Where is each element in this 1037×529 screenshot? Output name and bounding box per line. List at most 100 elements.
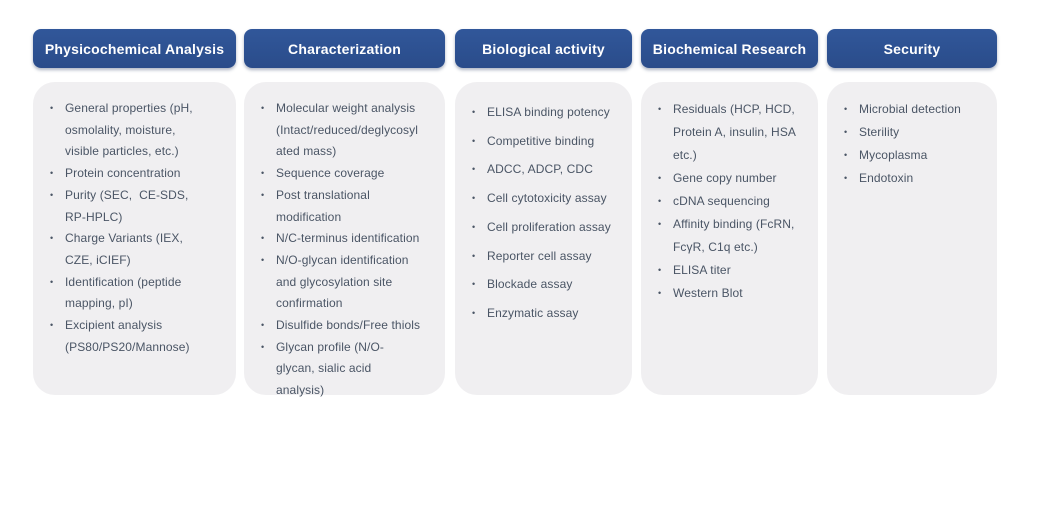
column-header-physicochemical-analysis: Physicochemical Analysis [33, 29, 236, 68]
list-item: • ELISA binding potency [470, 102, 632, 124]
item-list: • General properties (pH, osmolality, moi… [48, 98, 236, 358]
list-item-text: Disulfide bonds/Free thiols [276, 318, 421, 333]
list-item-text: N/C-terminus identification [276, 231, 420, 246]
list-item-text: Gene copy number [673, 171, 777, 185]
list-item-text: Reporter cell assay [487, 248, 592, 263]
bullet-icon: • [50, 276, 54, 287]
item-list: • Residuals (HCP, HCD, Protein A, insulin… [656, 98, 818, 305]
list-item-text: Residuals (HCP, HCD, Protein A, insulin,… [673, 102, 799, 162]
bullet-icon: • [261, 341, 265, 352]
bullet-icon: • [658, 173, 662, 183]
column-header-biochemical-research: Biochemical Research [641, 29, 818, 68]
list-item: • Post translational modification [259, 185, 445, 228]
list-item-text: Western Blot [673, 286, 743, 300]
list-item: • Cell proliferation assay [470, 217, 632, 239]
list-item-text: Competitive binding [487, 133, 595, 148]
column-biological-activity: Biological activity • ELISA binding poten… [455, 29, 632, 395]
bullet-icon: • [658, 288, 662, 298]
list-item-text: Charge Variants (IEX, CZE, iCIEF) [65, 231, 187, 267]
bullet-icon: • [50, 189, 54, 200]
column-card-biological-activity: • ELISA binding potency • Competitive bind… [455, 82, 632, 395]
list-item: • N/C-terminus identification [259, 228, 445, 250]
bullet-icon: • [472, 250, 476, 261]
list-item-text: Sterility [859, 125, 900, 139]
list-item: • Blockade assay [470, 274, 632, 296]
column-header-biological-activity: Biological activity [455, 29, 632, 68]
list-item-text: Endotoxin [859, 171, 914, 185]
bullet-icon: • [844, 104, 848, 114]
list-item: • Sterility [842, 121, 997, 144]
list-item-text: Microbial detection [859, 102, 961, 116]
list-item-text: Excipient analysis (PS80/PS20/Mannose) [65, 318, 190, 354]
bullet-icon: • [472, 279, 476, 290]
bullet-icon: • [261, 189, 265, 200]
list-item: • Mycoplasma [842, 144, 997, 167]
column-title: Biochemical Research [652, 40, 807, 57]
column-biochemical-research: Biochemical Research • Residuals (HCP, HC… [641, 29, 818, 395]
list-item-text: Mycoplasma [859, 148, 928, 162]
list-item: • Molecular weight analysis (Intact/reduc… [259, 98, 445, 163]
list-item: • Excipient analysis (PS80/PS20/Mannose) [48, 315, 236, 358]
bullet-icon: • [472, 135, 476, 146]
bullet-icon: • [472, 107, 476, 117]
bullet-icon: • [472, 164, 476, 175]
column-title: Security [883, 40, 941, 57]
list-item: • Reporter cell assay [470, 246, 632, 268]
bullet-icon: • [658, 265, 662, 275]
list-item: • cDNA sequencing [656, 190, 818, 213]
list-item-text: Protein concentration [65, 166, 181, 181]
bullet-icon: • [50, 233, 54, 244]
list-item: • Protein concentration [48, 163, 236, 185]
bullet-icon: • [658, 104, 662, 114]
bullet-icon: • [261, 233, 265, 244]
bullet-icon: • [50, 103, 54, 113]
bullet-icon: • [50, 168, 54, 179]
list-item-text: Enzymatic assay [487, 305, 579, 320]
list-item: • N/O-glycan identification and glycosyla… [259, 250, 445, 315]
list-item-text: Cell proliferation assay [487, 219, 611, 234]
list-item: • Identification (peptide mapping, pI) [48, 272, 236, 315]
list-item: • Residuals (HCP, HCD, Protein A, insulin… [656, 98, 818, 167]
bullet-icon: • [658, 219, 662, 229]
bullet-icon: • [844, 127, 848, 137]
bullet-icon: • [472, 307, 476, 318]
column-security: Security • Microbial detection • Sterility… [827, 29, 997, 395]
list-item: • Affinity binding (FcRN, FcγR, C1q etc.) [656, 213, 818, 259]
list-item: • Purity (SEC, CE-SDS, RP-HPLC) [48, 185, 236, 228]
list-item-text: Purity (SEC, CE-SDS, RP-HPLC) [65, 187, 192, 224]
column-card-characterization: • Molecular weight analysis (Intact/reduc… [244, 82, 445, 397]
bullet-icon: • [261, 168, 265, 179]
list-item-text: Molecular weight analysis (Intact/reduce… [276, 101, 419, 159]
bullet-icon: • [844, 173, 848, 183]
list-item: • Disulfide bonds/Free thiols [259, 315, 445, 337]
list-item-text: ADCC, ADCP, CDC [487, 162, 593, 177]
list-item: • Cell cytotoxicity assay [470, 188, 632, 210]
item-list: • ELISA binding potency • Competitive bind… [470, 102, 632, 325]
bullet-icon: • [844, 150, 848, 160]
column-card-security: • Microbial detection • Sterility • Mycopla… [827, 82, 997, 395]
list-item-text: Glycan profile (N/O-glycan, sialic acid … [276, 339, 385, 398]
column-title: Physicochemical Analysis [44, 40, 225, 57]
list-item-text: ELISA binding potency [487, 105, 610, 119]
column-physicochemical-analysis: Physicochemical Analysis • General proper… [33, 29, 236, 395]
column-card-biochemical-research: • Residuals (HCP, HCD, Protein A, insulin… [641, 82, 818, 395]
list-item: • Glycan profile (N/O-glycan, sialic acid… [259, 337, 445, 402]
list-item-text: Post translational modification [276, 187, 374, 224]
bullet-icon: • [472, 221, 476, 232]
list-item-text: Identification (peptide mapping, pI) [65, 274, 185, 311]
list-item: • Enzymatic assay [470, 303, 632, 325]
column-title: Characterization [288, 40, 401, 57]
column-card-physicochemical-analysis: • General properties (pH, osmolality, moi… [33, 82, 236, 395]
list-item: • ADCC, ADCP, CDC [470, 159, 632, 181]
list-item: • General properties (pH, osmolality, moi… [48, 98, 236, 163]
list-item-text: Cell cytotoxicity assay [487, 191, 607, 206]
column-title: Biological activity [482, 40, 605, 57]
bullet-icon: • [50, 320, 54, 331]
list-item: • Charge Variants (IEX, CZE, iCIEF) [48, 228, 236, 271]
column-characterization: Characterization • Molecular weight analy… [244, 29, 445, 397]
list-item-text: Sequence coverage [276, 166, 385, 181]
list-item-text: Blockade assay [487, 277, 573, 292]
bullet-icon: • [261, 254, 265, 265]
list-item-text: cDNA sequencing [673, 194, 770, 208]
